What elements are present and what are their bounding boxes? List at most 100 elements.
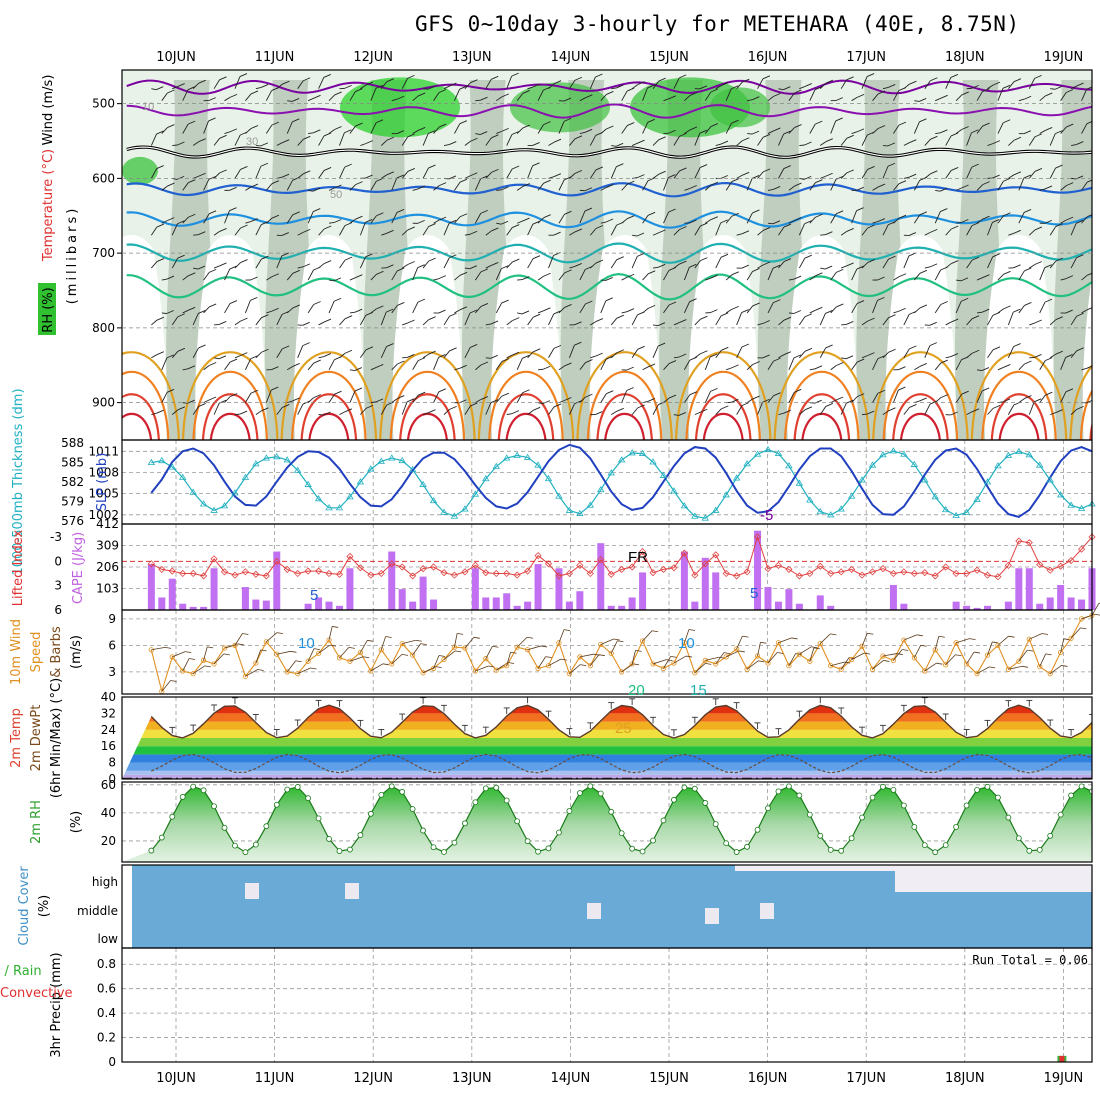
wind-barb bbox=[171, 350, 179, 359]
surface-wind-barb bbox=[882, 653, 897, 657]
rh-point bbox=[461, 820, 468, 827]
wind-barb bbox=[266, 310, 272, 314]
wind-barb bbox=[360, 408, 367, 415]
surface-wind-barb bbox=[213, 653, 225, 665]
wind-barb-flag bbox=[407, 319, 415, 324]
day-label-bottom: 17JUN bbox=[846, 1071, 886, 1086]
wind-barb-flag bbox=[1054, 85, 1063, 90]
wind-barb bbox=[1050, 412, 1056, 416]
wind-barb-flag bbox=[762, 133, 771, 138]
surface-wind-barb-flag bbox=[883, 660, 890, 662]
surface-wind-barb-flag bbox=[382, 663, 389, 666]
lifted-index-point bbox=[983, 571, 992, 579]
surface-wind-barb bbox=[1060, 638, 1065, 653]
wind-barb-flag bbox=[501, 392, 510, 397]
thickness-point bbox=[921, 476, 929, 483]
wind-barb bbox=[611, 87, 617, 90]
panel-frame bbox=[121, 947, 1093, 1063]
surface-wind-barb bbox=[966, 651, 975, 665]
wind-barb bbox=[820, 175, 826, 179]
wind-barb-flag bbox=[616, 314, 624, 319]
surface-wind-barb-flag bbox=[777, 652, 784, 654]
rh-point bbox=[681, 784, 688, 791]
yaxis-label-rh2m: 2m RH bbox=[29, 800, 44, 844]
cloud-clear-high bbox=[735, 865, 895, 871]
thickness-point bbox=[534, 461, 542, 468]
wind-barb-flag bbox=[804, 141, 812, 146]
cape-bar bbox=[576, 591, 584, 610]
cape-bar bbox=[409, 601, 417, 610]
wind-barb bbox=[924, 138, 931, 146]
wind-barb-flag bbox=[731, 178, 739, 183]
wind-barb bbox=[913, 180, 921, 191]
wind-barb bbox=[548, 255, 554, 269]
wind-barb bbox=[328, 393, 335, 403]
wind-barb bbox=[1049, 167, 1056, 179]
wind-barb-flag bbox=[397, 360, 405, 365]
wind-barb bbox=[401, 229, 409, 236]
rh-point bbox=[524, 838, 531, 845]
wind-barb-flag bbox=[584, 128, 593, 133]
surface-wind-barb bbox=[391, 654, 403, 665]
wind-barb-flag bbox=[898, 273, 907, 278]
wind-barb-flag bbox=[626, 273, 635, 278]
wind-barb bbox=[966, 259, 973, 269]
wind-barb-flag bbox=[1045, 357, 1053, 362]
wind-barb bbox=[694, 353, 701, 359]
wind-speed-point bbox=[859, 643, 865, 649]
wind-barb-flag bbox=[177, 313, 185, 318]
isotherm-arch bbox=[586, 370, 663, 440]
wind-speed-point bbox=[242, 673, 249, 679]
wind-barb bbox=[872, 358, 879, 370]
wind-barb-flag bbox=[762, 75, 771, 80]
lifted-index-point bbox=[931, 572, 939, 580]
wind-barb bbox=[590, 355, 596, 359]
wind-barb bbox=[370, 401, 377, 404]
wind-barb bbox=[276, 255, 283, 269]
wind-barb bbox=[945, 228, 952, 236]
cape-bar bbox=[889, 584, 897, 610]
surface-wind-barb-flag bbox=[830, 633, 837, 636]
wind-barb-flag bbox=[438, 275, 447, 280]
wind-barb-flag bbox=[469, 230, 478, 235]
lifted-index-point bbox=[492, 569, 500, 578]
wind-barb bbox=[705, 277, 711, 281]
cape-tick-label: 103 bbox=[96, 582, 119, 596]
surface-wind-barb bbox=[642, 630, 653, 642]
wind-barb bbox=[934, 269, 941, 281]
wind-barb-flag bbox=[208, 210, 217, 215]
thickness-point bbox=[827, 511, 835, 518]
wind-barb bbox=[726, 367, 732, 371]
wind-barb-flag bbox=[1034, 261, 1042, 265]
surface-wind-barb bbox=[339, 647, 350, 659]
thickness-point bbox=[220, 502, 229, 509]
wind-barb-flag bbox=[835, 97, 843, 102]
wind-barb-flag bbox=[292, 304, 300, 309]
wind-speed-point bbox=[556, 640, 562, 646]
surface-wind-barb-flag bbox=[867, 632, 874, 635]
rh-point bbox=[712, 821, 719, 828]
wind-barb-flag bbox=[1044, 264, 1052, 269]
wind-barb-flag bbox=[1044, 185, 1053, 190]
lifted-index-point bbox=[398, 563, 406, 571]
wind-barb bbox=[997, 274, 1004, 281]
cape-bar bbox=[1078, 599, 1086, 610]
wind-barb-flag bbox=[323, 167, 332, 171]
wind-barb-flag bbox=[898, 214, 907, 219]
wind-barb-flag bbox=[229, 265, 237, 270]
wind-speed-point bbox=[410, 652, 416, 658]
wind-barb-flag bbox=[167, 124, 175, 128]
wind-barb bbox=[443, 257, 450, 269]
wind-barb bbox=[966, 411, 973, 416]
rh-point bbox=[995, 794, 1001, 801]
wind-barb-flag bbox=[260, 162, 269, 167]
wind-barb bbox=[757, 171, 764, 179]
wind-barb bbox=[611, 145, 617, 147]
wind-barb bbox=[1071, 144, 1077, 146]
wind-barb-flag bbox=[376, 363, 384, 368]
thickness-point bbox=[210, 506, 218, 513]
wind-barb bbox=[809, 216, 816, 224]
wind-barb bbox=[642, 87, 648, 101]
wind-barb-flag bbox=[930, 170, 938, 175]
surface-wind-barb bbox=[1039, 653, 1047, 667]
